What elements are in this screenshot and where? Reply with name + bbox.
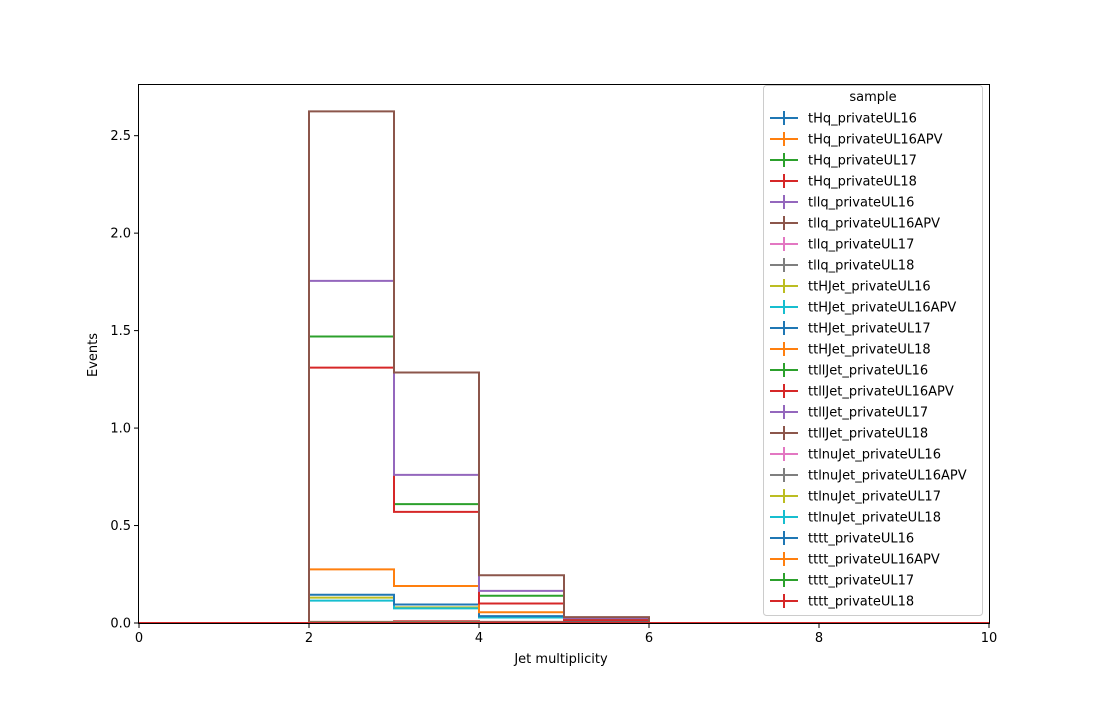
- legend-label: ttHJet_privateUL17: [808, 322, 931, 337]
- legend-label: ttllJet_privateUL18: [808, 427, 928, 442]
- legend-label: tHq_privateUL17: [808, 154, 917, 169]
- legend-label: ttlnuJet_privateUL17: [808, 490, 941, 505]
- y-axis-label: Events: [86, 333, 101, 377]
- legend-label: tHq_privateUL16: [808, 112, 917, 127]
- legend: sample tHq_privateUL16 tHq_privateUL16APV…: [764, 86, 983, 616]
- y-tick-label: 0.5: [110, 519, 131, 534]
- x-tick-label: 6: [645, 631, 653, 646]
- legend-label: ttlnuJet_privateUL16APV: [808, 469, 967, 484]
- legend-label: tttt_privateUL16APV: [808, 553, 940, 568]
- y-axis-ticks: 0.0 0.5 1.0 1.5 2.0 2.5: [110, 129, 139, 631]
- legend-label: tttt_privateUL18: [808, 595, 914, 610]
- legend-label: ttHJet_privateUL16: [808, 280, 931, 295]
- legend-title: sample: [849, 90, 896, 105]
- legend-label: ttHJet_privateUL18: [808, 343, 931, 358]
- x-axis-label: Jet multiplicity: [513, 652, 608, 667]
- legend-label: ttllJet_privateUL17: [808, 406, 928, 421]
- legend-label: ttllJet_privateUL16: [808, 364, 928, 379]
- y-tick-label: 2.0: [110, 227, 131, 242]
- y-tick-label: 2.5: [110, 129, 131, 144]
- legend-label: ttlnuJet_privateUL16: [808, 448, 941, 463]
- legend-label: tHq_privateUL16APV: [808, 133, 943, 148]
- x-tick-label: 0: [135, 631, 143, 646]
- x-tick-label: 10: [981, 631, 998, 646]
- legend-label: tttt_privateUL16: [808, 532, 914, 547]
- x-tick-label: 8: [815, 631, 823, 646]
- legend-label: tllq_privateUL16: [808, 196, 914, 211]
- legend-label: tHq_privateUL18: [808, 175, 917, 190]
- legend-label: tllq_privateUL17: [808, 238, 914, 253]
- y-tick-label: 1.0: [110, 422, 131, 437]
- legend-label: tllq_privateUL16APV: [808, 217, 940, 232]
- legend-label: ttHJet_privateUL16APV: [808, 301, 956, 316]
- x-axis-ticks: 0 2 4 6 8 10: [135, 623, 997, 646]
- legend-label: tllq_privateUL18: [808, 259, 914, 274]
- y-tick-label: 0.0: [110, 617, 131, 632]
- legend-label: ttllJet_privateUL16APV: [808, 385, 954, 400]
- x-tick-label: 4: [475, 631, 483, 646]
- y-tick-label: 1.5: [110, 324, 131, 339]
- legend-label: tttt_privateUL17: [808, 574, 914, 589]
- legend-label: ttlnuJet_privateUL18: [808, 511, 941, 526]
- x-tick-label: 2: [305, 631, 313, 646]
